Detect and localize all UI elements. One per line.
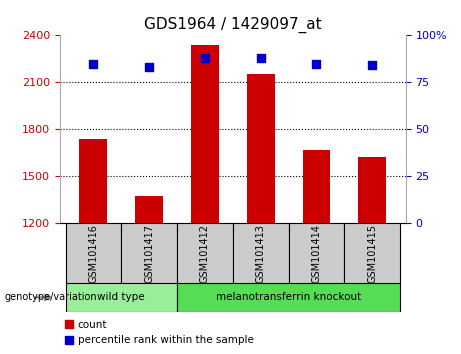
Text: melanotransferrin knockout: melanotransferrin knockout (216, 292, 361, 302)
Bar (289, 223, 344, 283)
Text: GSM101415: GSM101415 (367, 224, 377, 282)
Legend: count, percentile rank within the sample: count, percentile rank within the sample (65, 320, 254, 345)
Text: GSM101413: GSM101413 (256, 224, 266, 282)
Bar (65, 223, 121, 283)
Text: genotype/variation: genotype/variation (5, 292, 97, 302)
Bar (233, 223, 289, 283)
Bar (121, 223, 177, 283)
Bar (358, 157, 386, 223)
Text: GSM101414: GSM101414 (312, 224, 321, 282)
Point (201, 55, 209, 61)
Bar (177, 283, 400, 312)
Bar (191, 45, 219, 223)
Text: GSM101412: GSM101412 (200, 224, 210, 282)
Bar (302, 149, 331, 223)
Bar (344, 223, 400, 283)
Bar (135, 196, 163, 223)
Bar (65, 283, 177, 312)
Point (368, 63, 376, 68)
Point (257, 55, 264, 61)
Bar (79, 138, 107, 223)
Point (90, 61, 97, 66)
Bar (247, 74, 275, 223)
Point (146, 64, 153, 70)
Text: GSM101416: GSM101416 (89, 224, 98, 282)
Text: GSM101417: GSM101417 (144, 224, 154, 282)
Point (313, 61, 320, 66)
Text: wild type: wild type (97, 292, 145, 302)
Title: GDS1964 / 1429097_at: GDS1964 / 1429097_at (144, 16, 322, 33)
Bar (177, 223, 233, 283)
